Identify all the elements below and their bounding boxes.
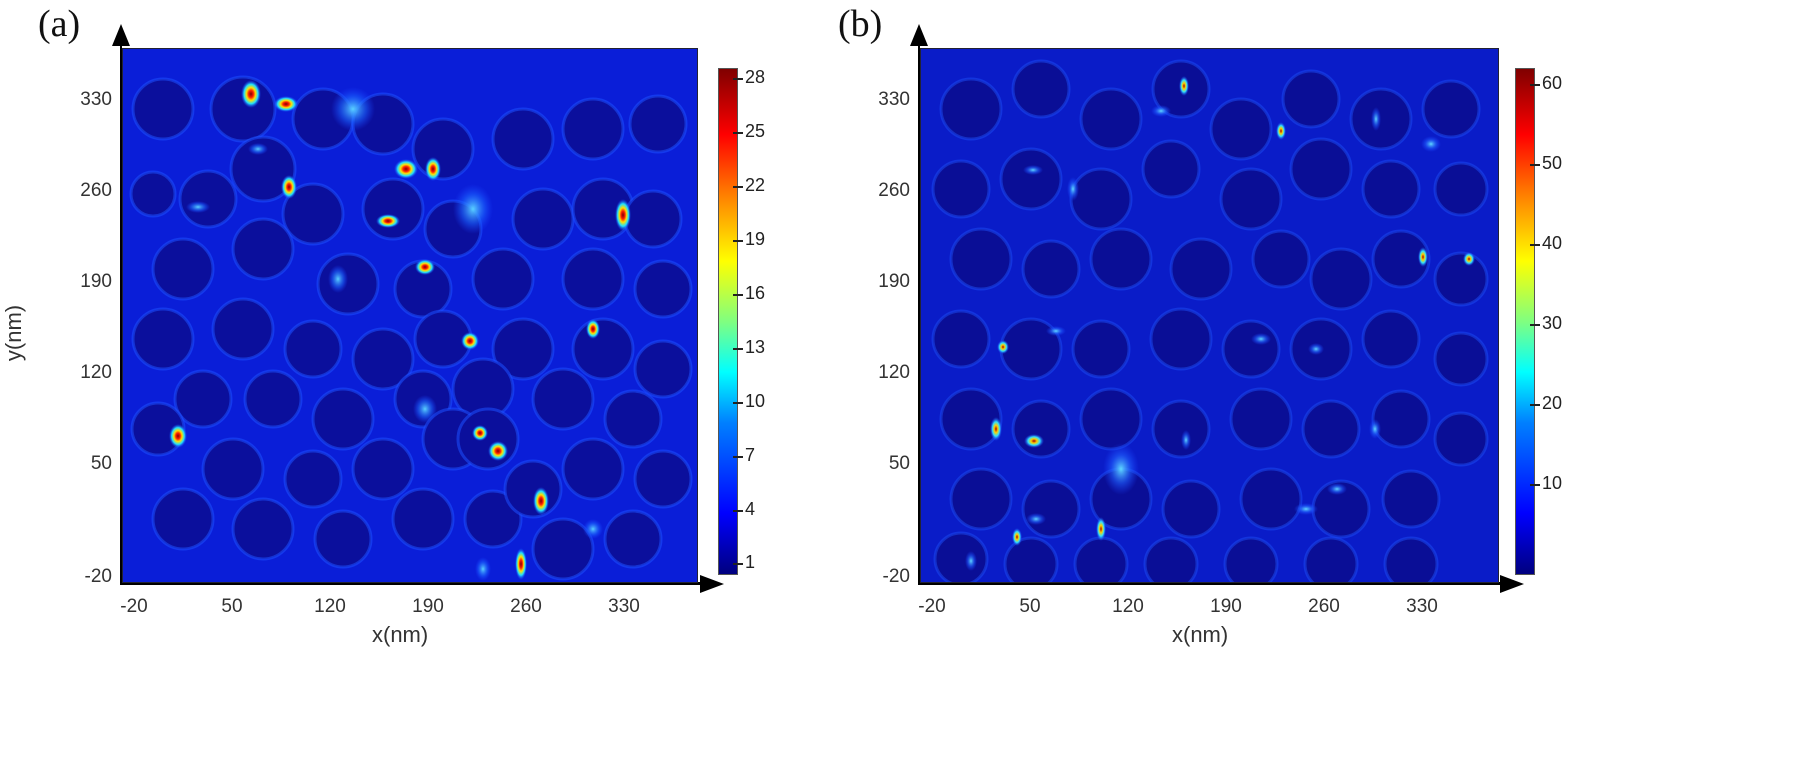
y-axis-arrow-icon — [910, 24, 928, 46]
panel-label-b: (b) — [838, 3, 883, 45]
colorbar-tick-label: 7 — [745, 445, 756, 465]
colorbar-tick — [1530, 164, 1540, 166]
x-tick-label: 190 — [1210, 596, 1242, 617]
colorbar-tick-label: 19 — [745, 229, 766, 249]
x-tick-label: 120 — [1112, 596, 1144, 617]
colorbar-tick-label: 22 — [745, 175, 766, 195]
colorbar-tick-label: 28 — [745, 67, 766, 87]
x-tick-label: 260 — [510, 596, 542, 617]
x-tick-label: -20 — [120, 596, 148, 617]
colorbar-tick — [733, 294, 743, 296]
colorbar-tick — [733, 563, 743, 565]
colorbar-tick — [733, 402, 743, 404]
x-tick-label: 120 — [314, 596, 346, 617]
y-axis-line — [918, 44, 920, 584]
y-tick-label: 120 — [80, 362, 112, 383]
colorbar-tick-label: 4 — [745, 499, 756, 519]
colorbar-tick — [733, 186, 743, 188]
colorbar-tick — [733, 132, 743, 134]
x-axis-title-a: x(nm) — [372, 622, 429, 647]
heatmap-b — [920, 48, 1499, 583]
heatmap-a — [122, 48, 698, 583]
x-tick-label: 50 — [221, 596, 243, 617]
colorbar-tick-label: 30 — [1542, 313, 1563, 333]
y-tick-label: 50 — [888, 453, 910, 474]
colorbar-tick-label: 10 — [1542, 473, 1563, 493]
colorbar-tick-label: 40 — [1542, 233, 1563, 253]
colorbar-tick — [1530, 324, 1540, 326]
y-tick-label: 330 — [80, 89, 112, 110]
colorbar-tick-label: 10 — [745, 391, 766, 411]
x-tick-label: -20 — [918, 596, 946, 617]
colorbar-tick — [1530, 484, 1540, 486]
colorbar-tick-label: 60 — [1542, 73, 1563, 93]
colorbar-tick-label: 13 — [745, 337, 766, 357]
colorbar-tick — [733, 348, 743, 350]
y-tick-label: 260 — [878, 180, 910, 201]
x-tick-label: 330 — [608, 596, 640, 617]
colorbar-tick — [1530, 84, 1540, 86]
colorbar-tick — [733, 456, 743, 458]
x-tick-label: 190 — [412, 596, 444, 617]
colorbar-tick-label: 1 — [745, 552, 756, 572]
x-axis-title-b: x(nm) — [1172, 622, 1229, 647]
x-tick-label: 50 — [1019, 596, 1041, 617]
y-tick-label: 190 — [878, 271, 910, 292]
colorbar-tick-label: 20 — [1542, 393, 1563, 413]
y-tick-label: 50 — [90, 453, 112, 474]
y-axis-line — [120, 44, 122, 584]
x-axis-arrow-icon — [700, 575, 724, 593]
colorbar-tick-label: 25 — [745, 121, 766, 141]
x-axis-line — [120, 582, 703, 585]
panel-label-a: (a) — [38, 3, 81, 45]
y-tick-label: 330 — [878, 89, 910, 110]
x-axis-line — [918, 582, 1503, 585]
y-axis-arrow-icon — [112, 24, 130, 46]
colorbar-tick-label: 16 — [745, 283, 766, 303]
y-tick-label: -20 — [84, 566, 112, 587]
y-tick-label: 190 — [80, 271, 112, 292]
x-tick-label: 330 — [1406, 596, 1438, 617]
colorbar-a — [718, 68, 738, 575]
y-tick-label: 120 — [878, 362, 910, 383]
y-axis-title-a: y(nm) — [1, 304, 27, 362]
colorbar-tick — [1530, 244, 1540, 246]
x-tick-label: 260 — [1308, 596, 1340, 617]
colorbar-tick — [733, 510, 743, 512]
colorbar-b — [1515, 68, 1535, 575]
colorbar-tick — [1530, 404, 1540, 406]
colorbar-tick — [733, 240, 743, 242]
colorbar-tick-label: 50 — [1542, 153, 1563, 173]
y-tick-label: 260 — [80, 180, 112, 201]
colorbar-tick — [733, 78, 743, 80]
y-tick-label: -20 — [882, 566, 910, 587]
x-axis-arrow-icon — [1500, 575, 1524, 593]
